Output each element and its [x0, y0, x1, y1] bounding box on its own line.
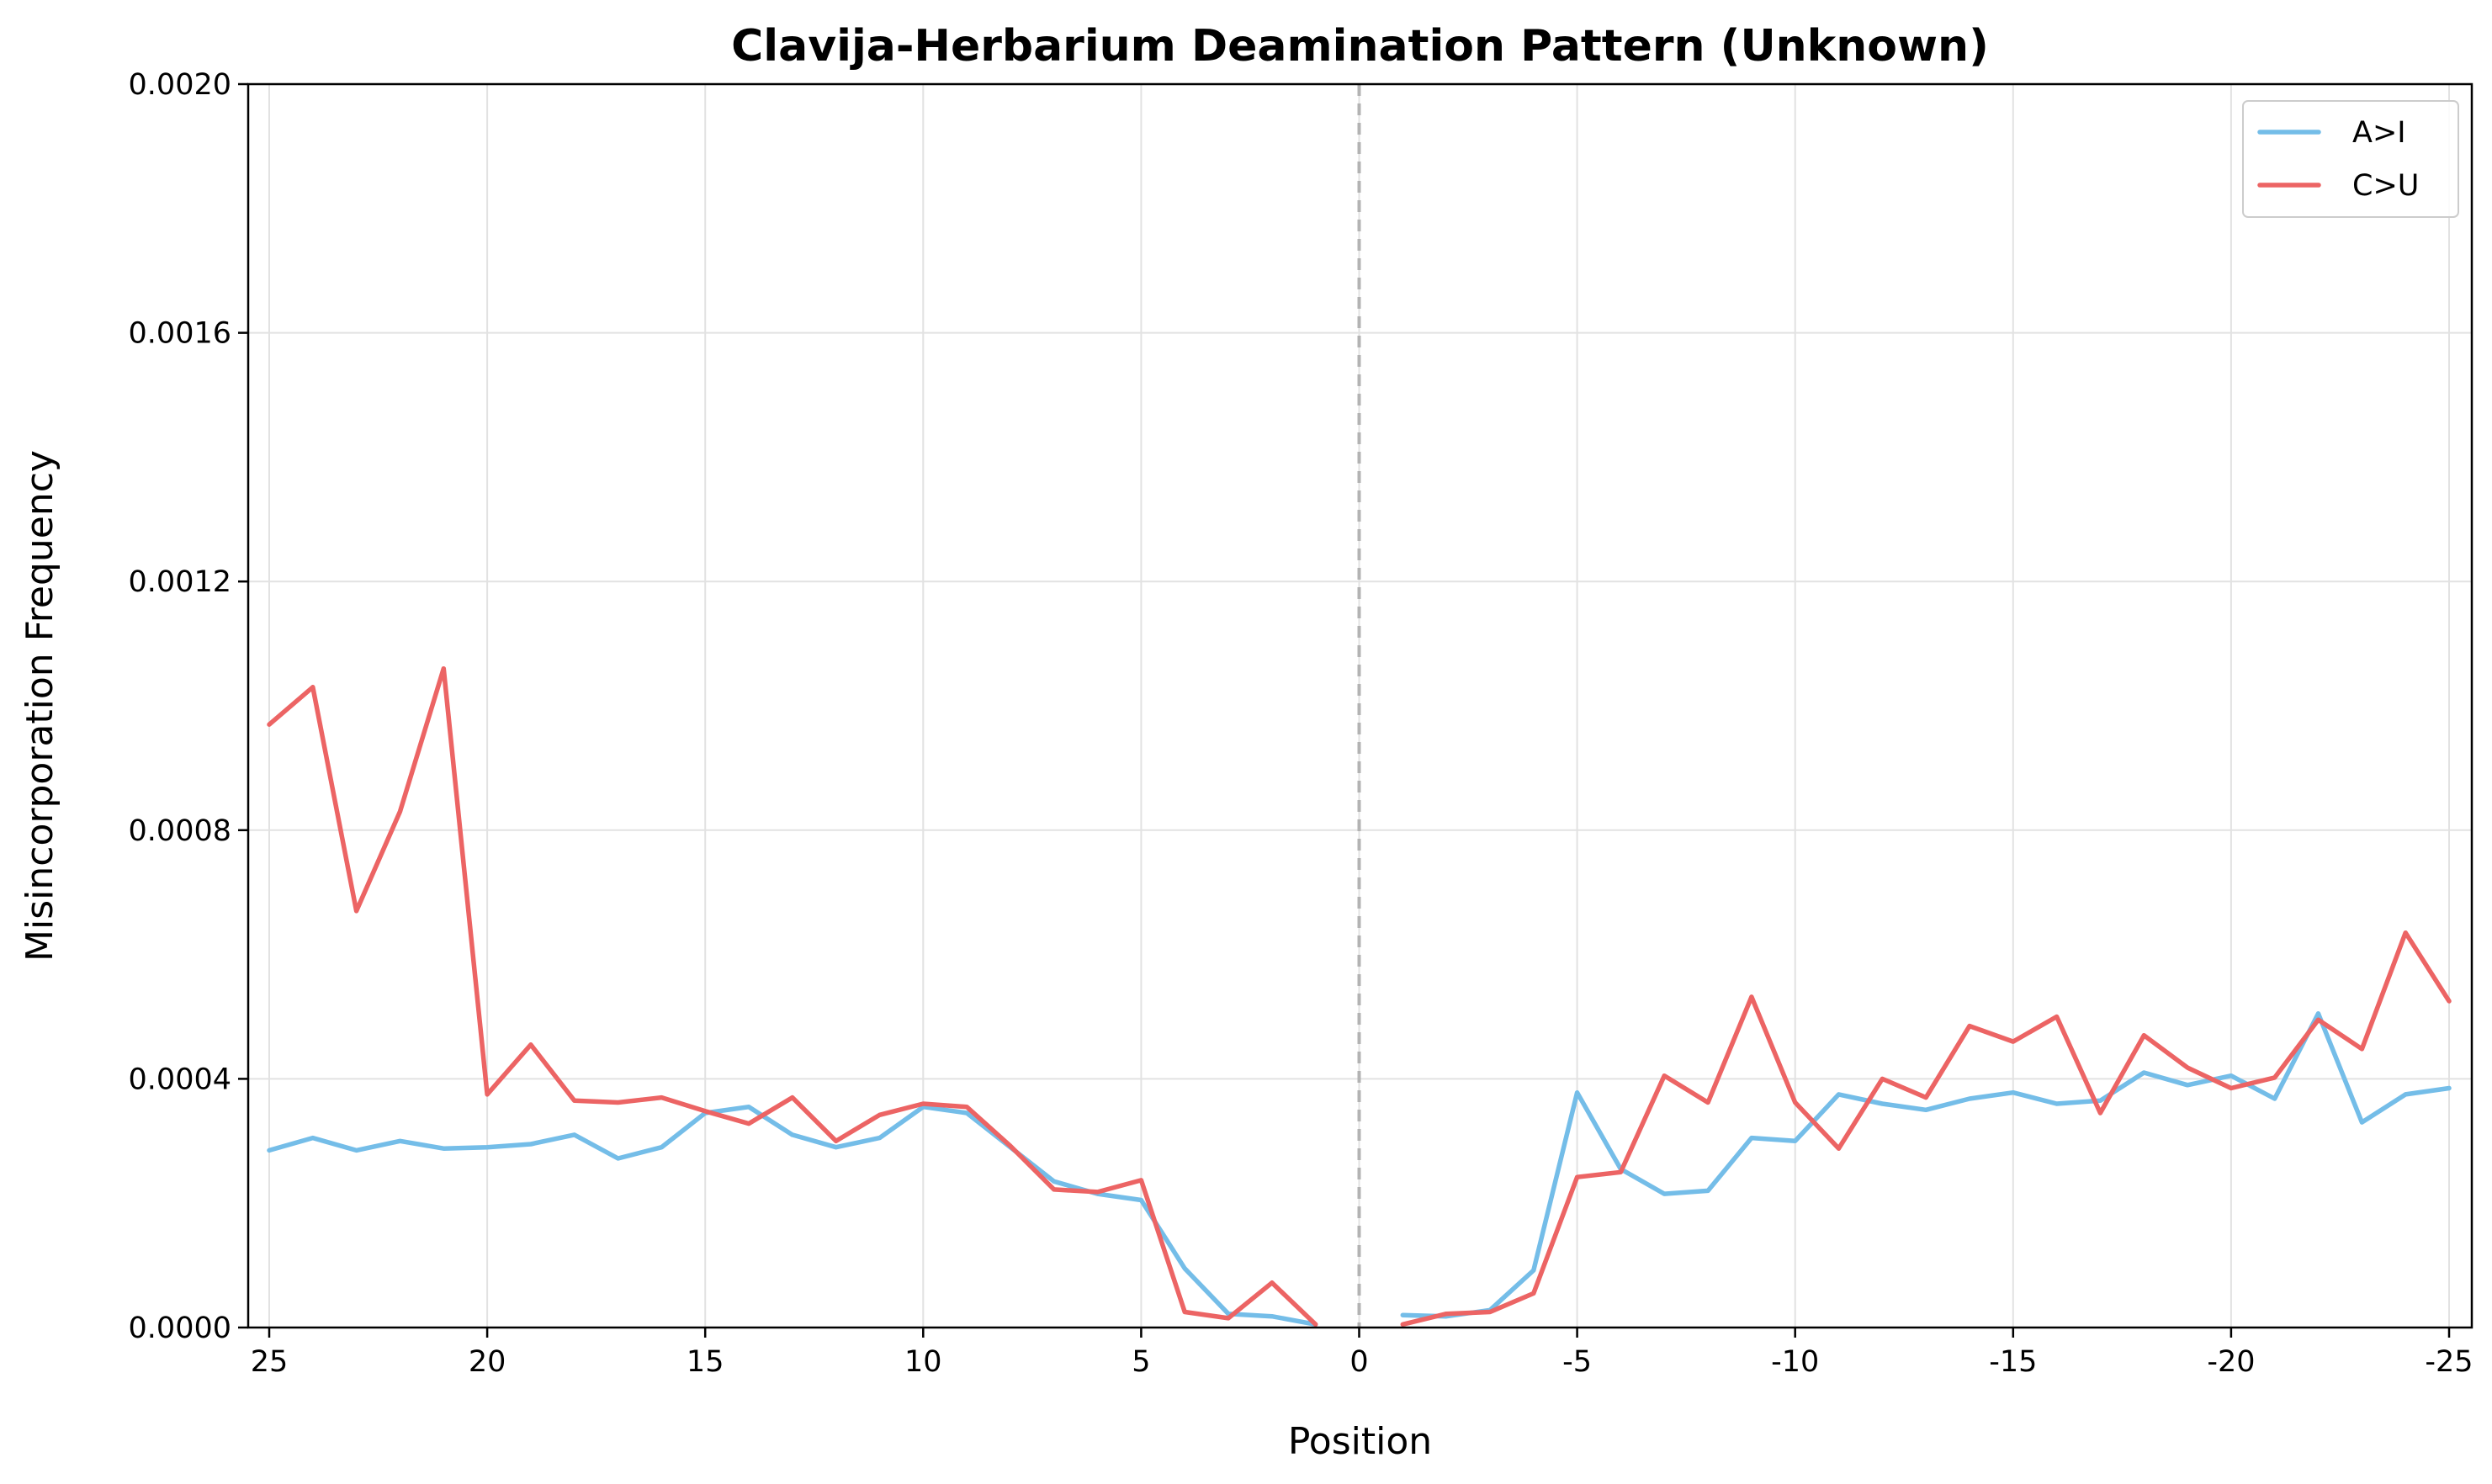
- x-tick-label: -15: [1989, 1345, 2037, 1379]
- x-tick-label: -25: [2425, 1345, 2473, 1379]
- x-tick-label: 10: [904, 1345, 942, 1379]
- x-tick-label: -5: [1562, 1345, 1592, 1379]
- series-lines: [267, 665, 2452, 1328]
- series-line-c-to-u-3prime: [1400, 930, 2452, 1328]
- legend-box: [2242, 100, 2459, 218]
- y-tick-label: 0.0016: [129, 317, 231, 351]
- x-tick-label: 5: [1132, 1345, 1150, 1379]
- y-tick-label: 0.0012: [129, 565, 231, 599]
- y-tick-label: 0.0004: [129, 1063, 231, 1096]
- axis-ticks: 0.0000 0.0004 0.0008 0.0012 0.0016 0.0020 25 20…: [129, 68, 2473, 1379]
- legend: A>I C>U: [2242, 100, 2459, 218]
- y-tick-label: 0.0000: [129, 1312, 231, 1345]
- series-line-c-to-u-5prime: [267, 665, 1318, 1328]
- legend-label-a-to-i: A>I: [2352, 116, 2406, 150]
- series-line-a-to-i-3prime: [1400, 1011, 2452, 1319]
- series-line-a-to-i-5prime: [267, 1104, 1318, 1328]
- legend-label-c-to-u: C>U: [2352, 169, 2419, 203]
- chart-title: Clavija-Herbarium Deamination Pattern (U…: [731, 21, 1989, 72]
- x-axis-label: Position: [1288, 1420, 1432, 1463]
- y-tick-label: 0.0008: [129, 814, 231, 848]
- x-tick-label: 15: [687, 1345, 724, 1379]
- x-tick-label: 20: [469, 1345, 506, 1379]
- y-tick-label: 0.0020: [129, 68, 231, 102]
- y-axis-label: Misincorporation Frequency: [19, 450, 61, 962]
- x-tick-label: 0: [1349, 1345, 1368, 1379]
- x-tick-label: -20: [2207, 1345, 2255, 1379]
- x-tick-label: 25: [251, 1345, 289, 1379]
- x-tick-label: -10: [1771, 1345, 1819, 1379]
